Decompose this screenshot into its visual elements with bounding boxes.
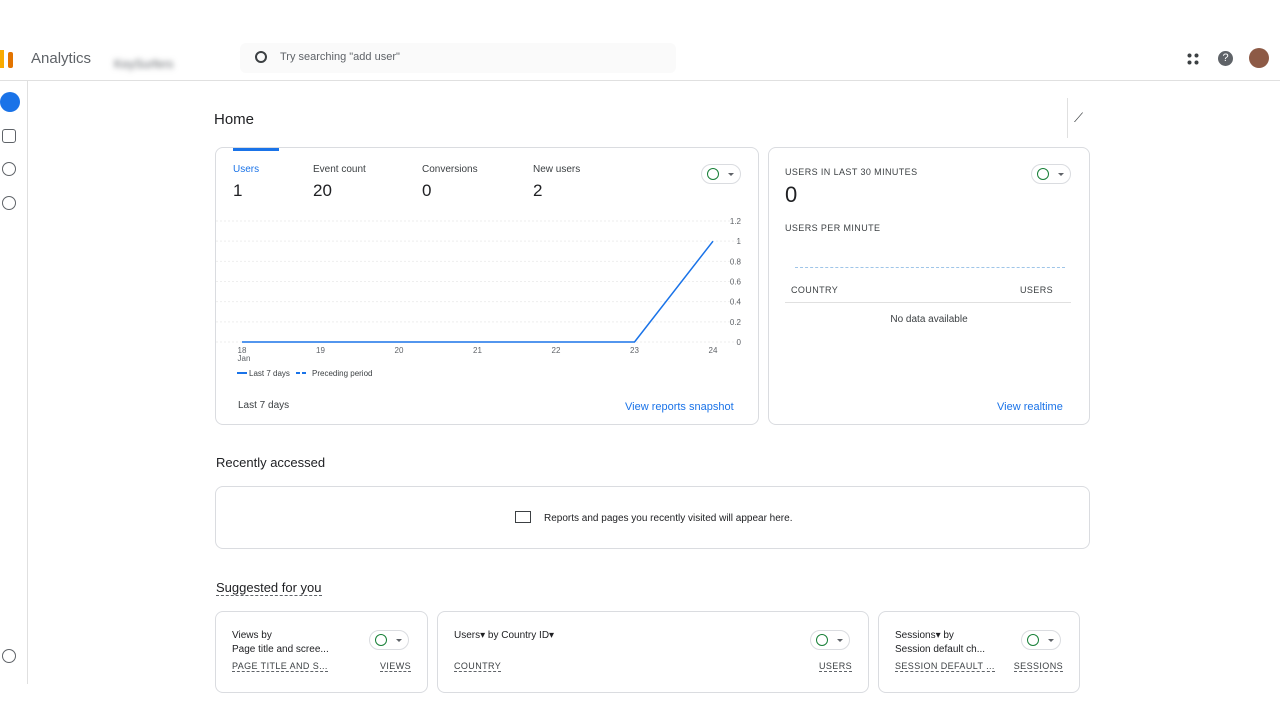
compare-button[interactable]: [701, 164, 741, 184]
y-tick-label: 0.8: [730, 257, 742, 266]
page-title: Home: [214, 111, 255, 128]
card-subtitle[interactable]: Page title and scree...: [232, 644, 329, 655]
divider: [1067, 98, 1068, 138]
compare-button[interactable]: [1031, 164, 1071, 184]
metric-label[interactable]: New users: [533, 164, 581, 175]
x-tick-label: 20: [395, 346, 404, 355]
metric-label[interactable]: Event count: [313, 164, 366, 175]
metric-value: 2: [533, 181, 543, 200]
nav-home[interactable]: [0, 92, 20, 112]
header-divider: [0, 80, 1280, 81]
summary-card: 0 0.2 0.4 0.6 0.8 1 1.2 18 19 20 21 22 23 24 Jan Last 7…: [215, 147, 759, 425]
logo: [0, 50, 4, 68]
compare-button[interactable]: [810, 630, 850, 650]
account-picker[interactable]: KeySurfers: [114, 57, 174, 71]
suggestion-card: Views by Page title and scree... PAGE TITL…: [215, 611, 428, 693]
compare-button[interactable]: [1021, 630, 1061, 650]
card-subtitle[interactable]: Session default ch...: [895, 644, 986, 655]
avatar[interactable]: [1249, 48, 1269, 68]
column-header[interactable]: USERS: [1020, 285, 1054, 295]
app-name: Analytics: [31, 50, 92, 67]
table-divider: [785, 302, 1071, 303]
logo: [8, 52, 13, 68]
metric-label[interactable]: Conversions: [422, 164, 478, 175]
suggestion-card: Sessions▾ by Session default ch... SESSION…: [878, 611, 1080, 693]
nav-divider: [27, 80, 28, 684]
date-range[interactable]: Last 7 days: [238, 400, 290, 411]
metric-value: 0: [422, 181, 432, 200]
card-title[interactable]: Sessions▾ by: [895, 630, 954, 641]
tab-indicator: [233, 148, 279, 151]
legend-label: Last 7 days: [249, 369, 290, 378]
column-header: COUNTRY: [454, 661, 502, 672]
minute-bars: [795, 267, 1065, 268]
column-header: USERS: [818, 661, 852, 672]
recent-message: Reports and pages you recently visited w…: [544, 513, 793, 524]
card-title[interactable]: Views by: [232, 630, 272, 641]
x-tick-label: 24: [709, 346, 718, 355]
y-tick-label: 0.2: [730, 318, 742, 327]
section-title: Recently accessed: [216, 455, 326, 470]
column-header: PAGE TITLE AND S...: [232, 661, 328, 672]
realtime-value: 0: [785, 182, 798, 207]
nav-settings[interactable]: [2, 649, 16, 663]
metric-value: 1: [233, 181, 243, 200]
recent-card: Reports and pages you recently visited w…: [215, 486, 1090, 549]
realtime-card: USERS IN LAST 30 MINUTES 0 USERS PER MIN…: [768, 147, 1090, 425]
metric-label[interactable]: Users: [233, 164, 260, 175]
realtime-title: USERS IN LAST 30 MINUTES: [785, 167, 918, 177]
insights-icon[interactable]: ⟋: [1074, 110, 1084, 125]
card-title[interactable]: Users▾ by Country ID▾: [454, 630, 555, 641]
y-tick-label: 1: [737, 237, 742, 246]
search-placeholder: Try searching "add user": [280, 51, 400, 63]
legend-label: Preceding period: [312, 369, 372, 378]
nav-reports[interactable]: [2, 129, 16, 143]
x-tick-label: 23: [630, 346, 639, 355]
search-icon: [255, 51, 267, 63]
x-tick-label: 21: [473, 346, 482, 355]
x-tick-label: 19: [316, 346, 325, 355]
y-tick-label: 0.4: [730, 298, 742, 307]
y-tick-label: 0.6: [730, 278, 742, 287]
x-tick-label: 22: [552, 346, 561, 355]
empty-message: No data available: [890, 314, 968, 325]
line-series: [242, 240, 714, 343]
column-header: SESSION DEFAULT ...: [895, 661, 995, 672]
column-header: SESSIONS: [1013, 661, 1063, 672]
realtime-link[interactable]: View realtime: [997, 401, 1063, 413]
y-tick-label: 0: [737, 338, 742, 347]
metric-value: 20: [313, 181, 332, 200]
x-sublabel: Jan: [238, 354, 251, 363]
realtime-subtitle: USERS PER MINUTE: [785, 223, 881, 233]
compare-button[interactable]: [369, 630, 409, 650]
x-tick-label: 18: [238, 346, 247, 355]
nav-explore[interactable]: [2, 162, 16, 176]
search-box[interactable]: Try searching "add user": [240, 43, 676, 73]
nav-advertising[interactable]: [2, 196, 16, 210]
y-tick-label: 1.2: [730, 217, 742, 226]
column-header[interactable]: COUNTRY: [791, 285, 839, 295]
apps-icon[interactable]: [1186, 52, 1199, 65]
recent-icon: [515, 511, 531, 523]
suggestion-card: Users▾ by Country ID▾ COUNTRY USERS: [437, 611, 869, 693]
column-header: VIEWS: [379, 661, 411, 672]
line-chart: 0 0.2 0.4 0.6 0.8 1 1.2 18 19 20 21 22 23 24 Jan Last 7…: [216, 217, 742, 378]
help-icon[interactable]: ?: [1218, 51, 1233, 66]
snapshot-link[interactable]: View reports snapshot: [625, 401, 734, 413]
section-title: Suggested for you: [216, 580, 322, 596]
